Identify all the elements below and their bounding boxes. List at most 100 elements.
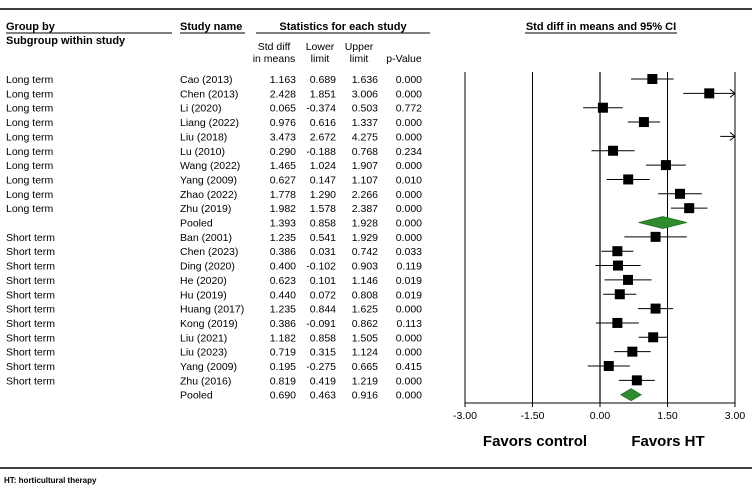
row-p-value: 0.010 <box>396 174 422 186</box>
row-p-value: 0.415 <box>396 361 422 373</box>
footnote: HT: horticultural therapy <box>4 476 97 485</box>
study-marker <box>650 231 661 242</box>
row-group-label: Short term <box>6 232 55 244</box>
row-group-label: Long term <box>6 103 54 115</box>
row-lower-value: 1.851 <box>310 88 336 100</box>
study-marker <box>627 346 638 357</box>
study-marker <box>613 260 623 271</box>
row-p-value: 0.119 <box>397 261 423 273</box>
pooled-diamond <box>620 388 643 402</box>
row-upper-value: 1.907 <box>352 160 378 172</box>
row-upper-value: 1.146 <box>352 275 378 287</box>
row-std-value: 0.400 <box>270 261 296 273</box>
study-marker <box>650 303 661 314</box>
row-upper-value: 0.808 <box>352 289 378 301</box>
row-upper-value: 0.862 <box>352 318 378 330</box>
row-lower-value: 0.072 <box>310 289 336 301</box>
row-upper-value: 1.107 <box>352 174 378 186</box>
study-marker <box>603 361 614 371</box>
row-lower-value: 0.689 <box>310 74 336 86</box>
row-upper-value: 2.387 <box>352 203 378 215</box>
row-group-label: Long term <box>6 160 54 172</box>
row-study-name: Lu (2010) <box>180 146 225 158</box>
row-study-name: Huang (2017) <box>180 304 244 316</box>
x-tick-label: -1.50 <box>521 410 545 422</box>
group-by-header: Group by <box>6 21 56 33</box>
pooled-diamond <box>638 216 687 229</box>
row-p-value: 0.019 <box>396 275 422 287</box>
row-std-value: 0.386 <box>270 246 296 258</box>
row-lower-value: -0.091 <box>306 318 336 330</box>
row-std-value: 1.182 <box>270 332 296 344</box>
study-marker <box>648 332 659 343</box>
row-study-name: He (2020) <box>180 275 227 287</box>
row-std-value: 0.065 <box>270 103 296 115</box>
row-study-name: Zhao (2022) <box>180 189 237 201</box>
row-lower-value: 0.541 <box>310 232 336 244</box>
favors-control-label: Favors control <box>483 433 587 450</box>
col-lower-header-1: Lower <box>306 41 335 53</box>
row-p-value: 0.113 <box>397 318 423 330</box>
study-marker <box>597 102 608 113</box>
row-lower-value: -0.275 <box>306 361 336 373</box>
row-lower-value: 1.024 <box>310 160 336 172</box>
col-upper-header-2: limit <box>350 53 369 65</box>
row-std-value: 0.386 <box>270 318 296 330</box>
subgroup-header: Subgroup within study <box>6 35 126 47</box>
study-marker <box>608 145 619 156</box>
row-p-value: 0.000 <box>396 74 422 86</box>
row-study-name: Zhu (2019) <box>180 203 231 215</box>
row-group-label: Long term <box>6 131 54 143</box>
row-group-label: Short term <box>6 289 55 301</box>
row-study-name: Ding (2020) <box>180 261 235 273</box>
row-std-value: 0.819 <box>270 375 296 387</box>
row-group-label: Short term <box>6 304 55 316</box>
row-lower-value: -0.374 <box>306 103 336 115</box>
row-group-label: Short term <box>6 375 55 387</box>
ci-arrow <box>729 88 736 98</box>
row-lower-value: 0.844 <box>310 304 336 316</box>
row-group-label: Long term <box>6 117 54 129</box>
study-marker <box>612 246 623 257</box>
study-marker <box>612 317 623 328</box>
ci-arrow <box>729 132 736 141</box>
row-study-name: Liu (2018) <box>180 131 227 143</box>
row-std-value: 1.982 <box>270 203 296 215</box>
row-study-name: Ban (2001) <box>180 232 232 244</box>
row-study-name: Yang (2009) <box>180 361 237 373</box>
row-lower-value: 0.315 <box>310 347 336 359</box>
row-p-value: 0.000 <box>396 88 422 100</box>
row-p-value: 0.772 <box>396 103 422 115</box>
row-p-value: 0.000 <box>396 347 422 359</box>
row-lower-value: 0.463 <box>310 390 336 402</box>
row-lower-value: 0.616 <box>310 117 336 129</box>
row-upper-value: 2.266 <box>352 189 378 201</box>
row-study-name: Wang (2022) <box>180 160 240 172</box>
pooled-label: Pooled <box>180 390 213 402</box>
x-tick-label: -3.00 <box>453 410 477 422</box>
study-marker <box>623 274 634 285</box>
row-std-value: 0.690 <box>270 390 296 402</box>
row-p-value: 0.000 <box>396 189 422 201</box>
row-p-value: 0.019 <box>396 289 422 301</box>
pooled-label: Pooled <box>180 218 213 230</box>
col-upper-header-1: Upper <box>345 41 374 53</box>
row-std-value: 1.235 <box>270 304 296 316</box>
study-marker <box>704 88 715 99</box>
study-marker <box>660 160 671 171</box>
plot-area: -3.00 -1.50 0.00 1.50 3.00 <box>453 72 745 422</box>
row-std-value: 1.393 <box>270 218 296 230</box>
study-name-header: Study name <box>180 21 242 33</box>
row-upper-value: 1.636 <box>352 74 378 86</box>
row-study-name: Chen (2023) <box>180 246 238 258</box>
row-lower-value: 2.672 <box>310 131 336 143</box>
row-upper-value: 1.928 <box>352 218 378 230</box>
row-group-label: Short term <box>6 275 55 287</box>
row-upper-value: 0.503 <box>352 103 378 115</box>
table-rows: Long term Cao (2013) 1.163 0.689 1.636 0.000 L… <box>6 74 422 402</box>
row-study-name: Liu (2021) <box>180 332 227 344</box>
row-p-value: 0.000 <box>396 131 422 143</box>
study-marker <box>623 174 634 185</box>
row-lower-value: 0.147 <box>310 174 336 186</box>
row-std-value: 1.235 <box>270 232 296 244</box>
